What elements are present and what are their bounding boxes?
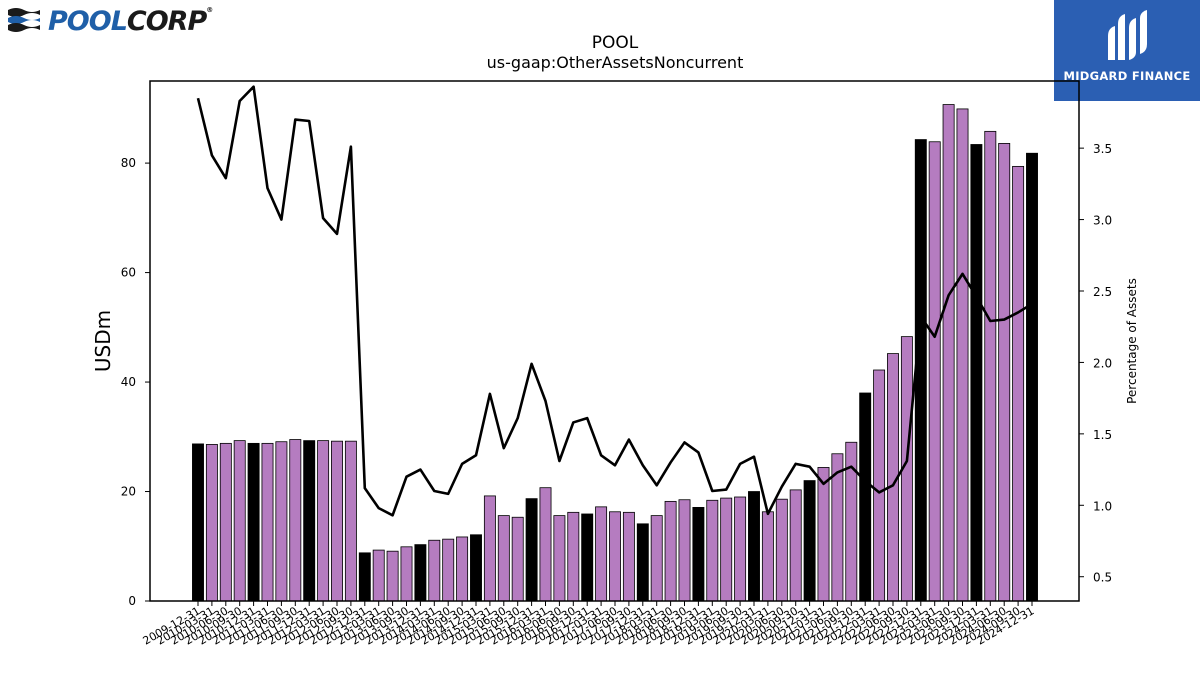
bar-2019-06-30 — [720, 497, 733, 602]
bar-2012-09-30 — [344, 440, 357, 602]
midgard-logo-icon — [1108, 10, 1147, 60]
bar-2013-06-30 — [386, 550, 399, 602]
bar-2016-09-30 — [567, 511, 580, 602]
bar-series — [192, 104, 1038, 602]
poolcorp-logo: POOLCORP® — [6, 4, 216, 38]
bar-2010-09-30 — [233, 440, 246, 602]
bar-2014-06-30 — [442, 538, 455, 602]
x-axis: 2009-12-312010-03-312010-06-302010-09-30… — [141, 601, 1037, 648]
bar-2014-03-31 — [428, 539, 441, 602]
y-axis-label: USDm — [91, 310, 115, 372]
bar-2020-12-31 — [803, 480, 816, 602]
bar-2020-09-30 — [789, 489, 802, 602]
y-tick-label: 40 — [121, 375, 136, 389]
y-tick-label: 0 — [128, 594, 136, 608]
y2-tick-label: 2.5 — [1093, 285, 1112, 299]
bar-2019-03-31 — [706, 499, 719, 602]
chart-subtitle: us-gaap:OtherAssetsNoncurrent — [487, 53, 744, 72]
logo-pool-text: POOL — [48, 6, 128, 37]
bar-2017-09-30 — [622, 511, 635, 602]
bar-2010-06-30 — [219, 442, 232, 602]
bar-2021-03-31 — [817, 467, 830, 602]
bar-2015-06-30 — [497, 515, 510, 602]
bar-2015-03-31 — [483, 495, 496, 602]
bar-2016-03-31 — [539, 487, 552, 602]
bar-2023-09-30 — [956, 108, 969, 602]
y2-tick-label: 1.0 — [1093, 499, 1112, 513]
y2-tick-label: 3.5 — [1093, 142, 1112, 156]
bar-2012-06-30 — [331, 440, 343, 602]
y2-tick-label: 0.5 — [1093, 571, 1112, 585]
y-axis-right: 0.5 1.0 1.5 2.0 2.5 3.0 3.5 — [1079, 142, 1112, 585]
bar-2017-06-30 — [609, 511, 621, 602]
bar-2022-03-31 — [873, 369, 886, 602]
bar-2013-09-30 — [400, 546, 413, 602]
bar-2011-12-31 — [303, 440, 316, 602]
bar-2011-06-30 — [275, 441, 288, 602]
bar-2011-09-30 — [289, 439, 302, 602]
bar-2024-06-30 — [998, 142, 1011, 602]
bar-2020-03-31 — [761, 511, 774, 602]
bar-2024-09-30 — [1012, 165, 1025, 602]
bar-2013-03-31 — [372, 549, 385, 602]
y2-tick-label: 1.5 — [1093, 428, 1112, 442]
bar-2010-03-31 — [205, 444, 218, 602]
bar-2009-12-31 — [192, 443, 204, 602]
bar-2023-12-31 — [970, 144, 983, 602]
bar-2020-06-30 — [775, 498, 788, 602]
bar-2016-12-31 — [581, 513, 594, 602]
bar-2018-03-31 — [650, 515, 663, 602]
y-tick-label: 60 — [121, 266, 136, 280]
y2-axis-label: Percentage of Assets — [1125, 278, 1139, 404]
bar-2017-03-31 — [595, 506, 608, 602]
wave-icon — [8, 8, 40, 32]
y-axis-left: 0 20 40 60 80 — [121, 156, 150, 608]
bar-2011-03-31 — [261, 442, 274, 602]
bar-2010-12-31 — [247, 442, 260, 602]
bar-2012-12-31 — [358, 552, 371, 602]
bar-2018-09-30 — [678, 499, 691, 602]
logo-corp-text: CORP — [126, 6, 207, 37]
y-tick-label: 80 — [121, 156, 136, 170]
logo-registered-mark: ® — [206, 6, 213, 14]
badge-text: MIDGARD FINANCE — [1063, 69, 1191, 83]
bar-2013-12-31 — [414, 544, 427, 602]
bar-2023-03-31 — [928, 141, 941, 602]
bar-2024-12-31 — [1026, 152, 1038, 602]
chart-title: POOL — [592, 33, 639, 53]
bar-2018-12-31 — [692, 506, 705, 602]
bar-2018-06-30 — [664, 500, 677, 602]
percentage-line — [196, 85, 1033, 517]
bar-2021-12-31 — [859, 392, 872, 602]
y-tick-label: 20 — [121, 485, 136, 499]
y2-tick-label: 2.0 — [1093, 356, 1112, 370]
bar-2014-09-30 — [456, 536, 469, 602]
y2-tick-label: 3.0 — [1093, 214, 1112, 228]
bar-2023-06-30 — [942, 104, 955, 602]
bar-2024-03-31 — [984, 130, 997, 602]
bar-2015-09-30 — [511, 516, 524, 602]
bar-2015-12-31 — [525, 498, 538, 602]
bar-2014-12-31 — [470, 534, 482, 602]
bar-2019-12-31 — [748, 491, 760, 602]
bar-2017-12-31 — [636, 523, 649, 602]
bar-2016-06-30 — [553, 515, 566, 602]
bar-2019-09-30 — [734, 496, 747, 602]
bar-2012-03-31 — [317, 440, 330, 602]
